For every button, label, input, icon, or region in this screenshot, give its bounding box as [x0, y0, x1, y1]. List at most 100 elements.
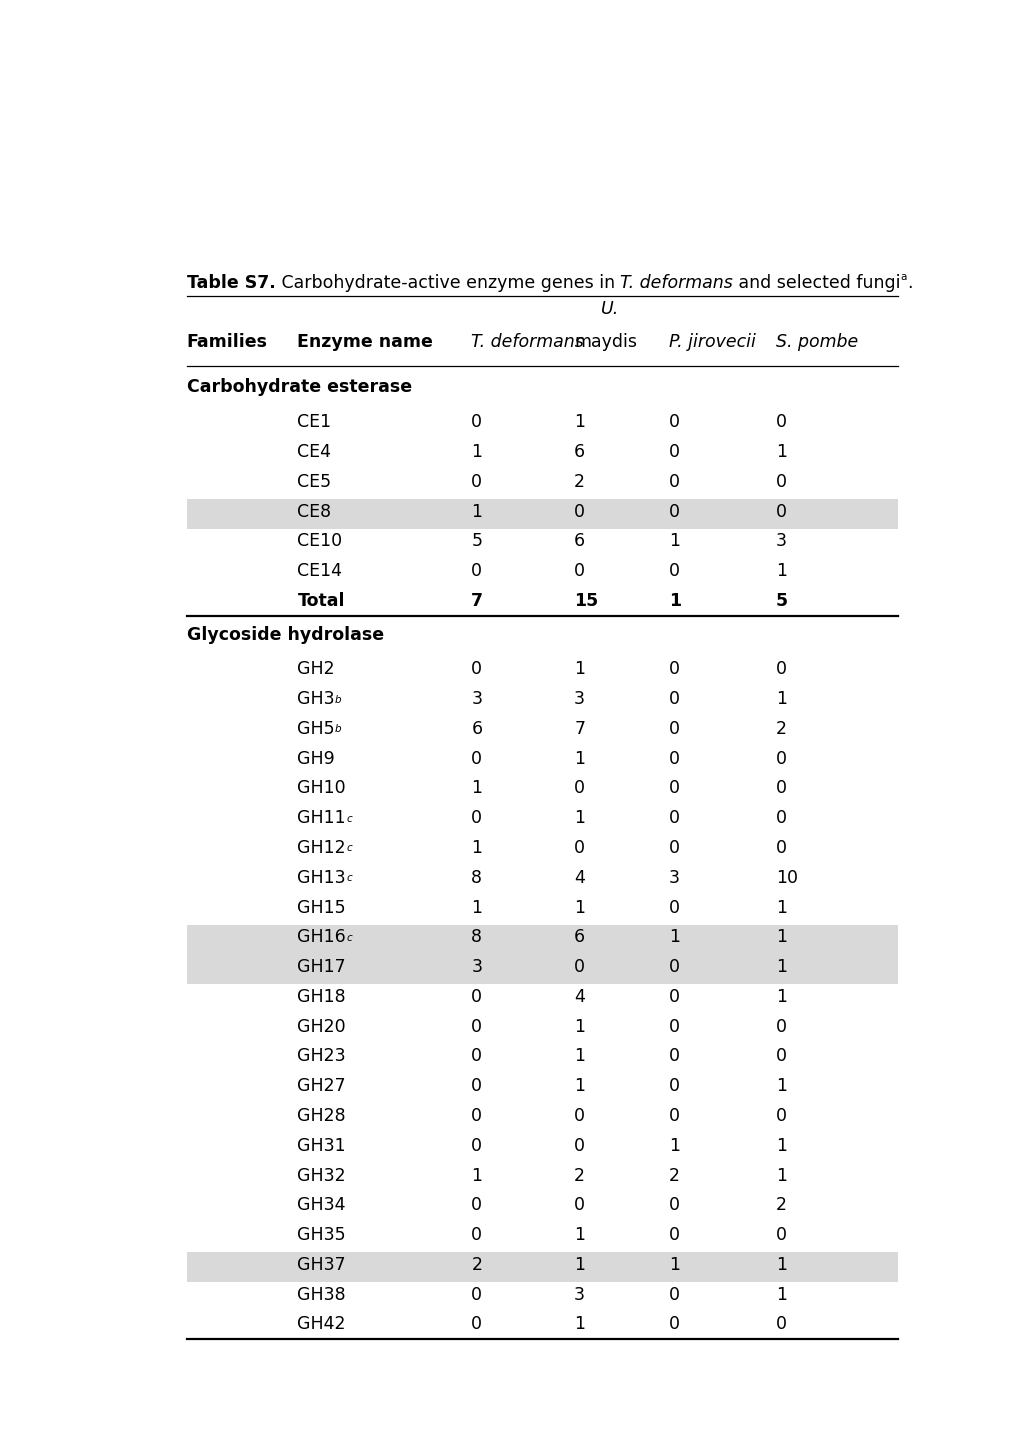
Text: 3: 3 [574, 690, 585, 709]
Text: 0: 0 [574, 1196, 585, 1215]
Text: 0: 0 [775, 810, 786, 827]
Text: b: b [335, 724, 341, 734]
Text: c: c [345, 932, 352, 942]
Text: GH34: GH34 [298, 1196, 345, 1215]
Text: 0: 0 [471, 1137, 482, 1154]
Text: 0: 0 [471, 810, 482, 827]
Text: 3: 3 [668, 869, 680, 887]
Text: 0: 0 [668, 1196, 680, 1215]
Text: CE1: CE1 [298, 413, 331, 431]
Text: 1: 1 [574, 750, 585, 768]
Text: 0: 0 [471, 473, 482, 491]
Text: GH9: GH9 [298, 750, 335, 768]
Text: 1: 1 [574, 810, 585, 827]
Text: GH11: GH11 [298, 810, 345, 827]
Text: 1: 1 [574, 1255, 585, 1274]
Text: 0: 0 [668, 413, 680, 431]
Text: 0: 0 [668, 690, 680, 709]
Text: 0: 0 [668, 838, 680, 857]
Text: 4: 4 [574, 869, 585, 887]
Text: GH31: GH31 [298, 1137, 345, 1154]
Text: 1: 1 [775, 1137, 786, 1154]
Text: 0: 0 [668, 810, 680, 827]
Text: b: b [335, 694, 341, 704]
Text: 1: 1 [775, 443, 786, 460]
Text: 5: 5 [471, 532, 482, 550]
Text: S. pombe: S. pombe [775, 333, 857, 351]
Text: 0: 0 [668, 958, 680, 975]
Text: 0: 0 [668, 1078, 680, 1095]
Text: GH20: GH20 [298, 1017, 345, 1036]
Text: 0: 0 [574, 1107, 585, 1126]
Text: GH23: GH23 [298, 1048, 345, 1065]
Text: GH5: GH5 [298, 720, 335, 737]
Text: 1: 1 [775, 1286, 786, 1303]
Text: 0: 0 [471, 1286, 482, 1303]
Text: 2: 2 [775, 1196, 786, 1215]
Text: 2: 2 [775, 720, 786, 737]
Text: 1: 1 [775, 1255, 786, 1274]
Text: Carbohydrate-active enzyme genes in: Carbohydrate-active enzyme genes in [275, 274, 620, 291]
Text: 1: 1 [668, 1255, 680, 1274]
Text: CE4: CE4 [298, 443, 331, 460]
Text: 1: 1 [574, 413, 585, 431]
Text: 6: 6 [574, 443, 585, 460]
Text: 10: 10 [775, 869, 797, 887]
Text: 0: 0 [775, 1227, 786, 1244]
Text: a: a [900, 273, 906, 281]
Text: 7: 7 [574, 720, 585, 737]
Text: T. deformans: T. deformans [620, 274, 733, 291]
Text: GH15: GH15 [298, 899, 345, 916]
Text: 0: 0 [471, 413, 482, 431]
Text: 0: 0 [471, 1196, 482, 1215]
Text: 3: 3 [775, 532, 786, 550]
Text: 1: 1 [471, 502, 482, 521]
Text: 3: 3 [471, 958, 482, 975]
Text: 1: 1 [574, 899, 585, 916]
Text: 0: 0 [574, 502, 585, 521]
Text: 0: 0 [471, 563, 482, 580]
Text: CE8: CE8 [298, 502, 331, 521]
Text: 4: 4 [574, 988, 585, 1006]
Text: 0: 0 [471, 750, 482, 768]
Text: 0: 0 [471, 1227, 482, 1244]
Text: 3: 3 [471, 690, 482, 709]
Text: 0: 0 [668, 661, 680, 678]
Text: 0: 0 [668, 1017, 680, 1036]
Text: 1: 1 [775, 988, 786, 1006]
Text: GH35: GH35 [298, 1227, 345, 1244]
Text: U.: U. [600, 300, 619, 317]
Text: 0: 0 [775, 413, 786, 431]
Text: 0: 0 [471, 1017, 482, 1036]
Text: GH16: GH16 [298, 928, 345, 947]
Text: 1: 1 [574, 1017, 585, 1036]
Text: 0: 0 [471, 988, 482, 1006]
Text: 1: 1 [775, 563, 786, 580]
Text: 0: 0 [668, 1048, 680, 1065]
Text: Enzyme name: Enzyme name [298, 333, 433, 351]
Text: 0: 0 [471, 661, 482, 678]
Text: c: c [345, 873, 352, 883]
Text: GH13: GH13 [298, 869, 345, 887]
Text: maydis: maydis [574, 333, 637, 351]
Text: 0: 0 [668, 1286, 680, 1303]
Text: 1: 1 [775, 958, 786, 975]
Text: 2: 2 [574, 473, 585, 491]
Text: 0: 0 [775, 1048, 786, 1065]
Text: 1: 1 [668, 1137, 680, 1154]
Text: 6: 6 [471, 720, 482, 737]
Text: 0: 0 [668, 750, 680, 768]
Text: Families: Families [186, 333, 268, 351]
Text: 15: 15 [574, 592, 598, 610]
Text: T. deformans: T. deformans [471, 333, 584, 351]
Text: P. jirovecii: P. jirovecii [668, 333, 755, 351]
Text: 0: 0 [775, 473, 786, 491]
Text: 1: 1 [775, 1078, 786, 1095]
Text: 0: 0 [574, 1137, 585, 1154]
Text: c: c [345, 844, 352, 853]
Text: 1: 1 [471, 779, 482, 798]
Text: Table S7.: Table S7. [186, 274, 275, 291]
Text: 6: 6 [574, 532, 585, 550]
Text: 1: 1 [471, 838, 482, 857]
Text: GH42: GH42 [298, 1316, 345, 1333]
